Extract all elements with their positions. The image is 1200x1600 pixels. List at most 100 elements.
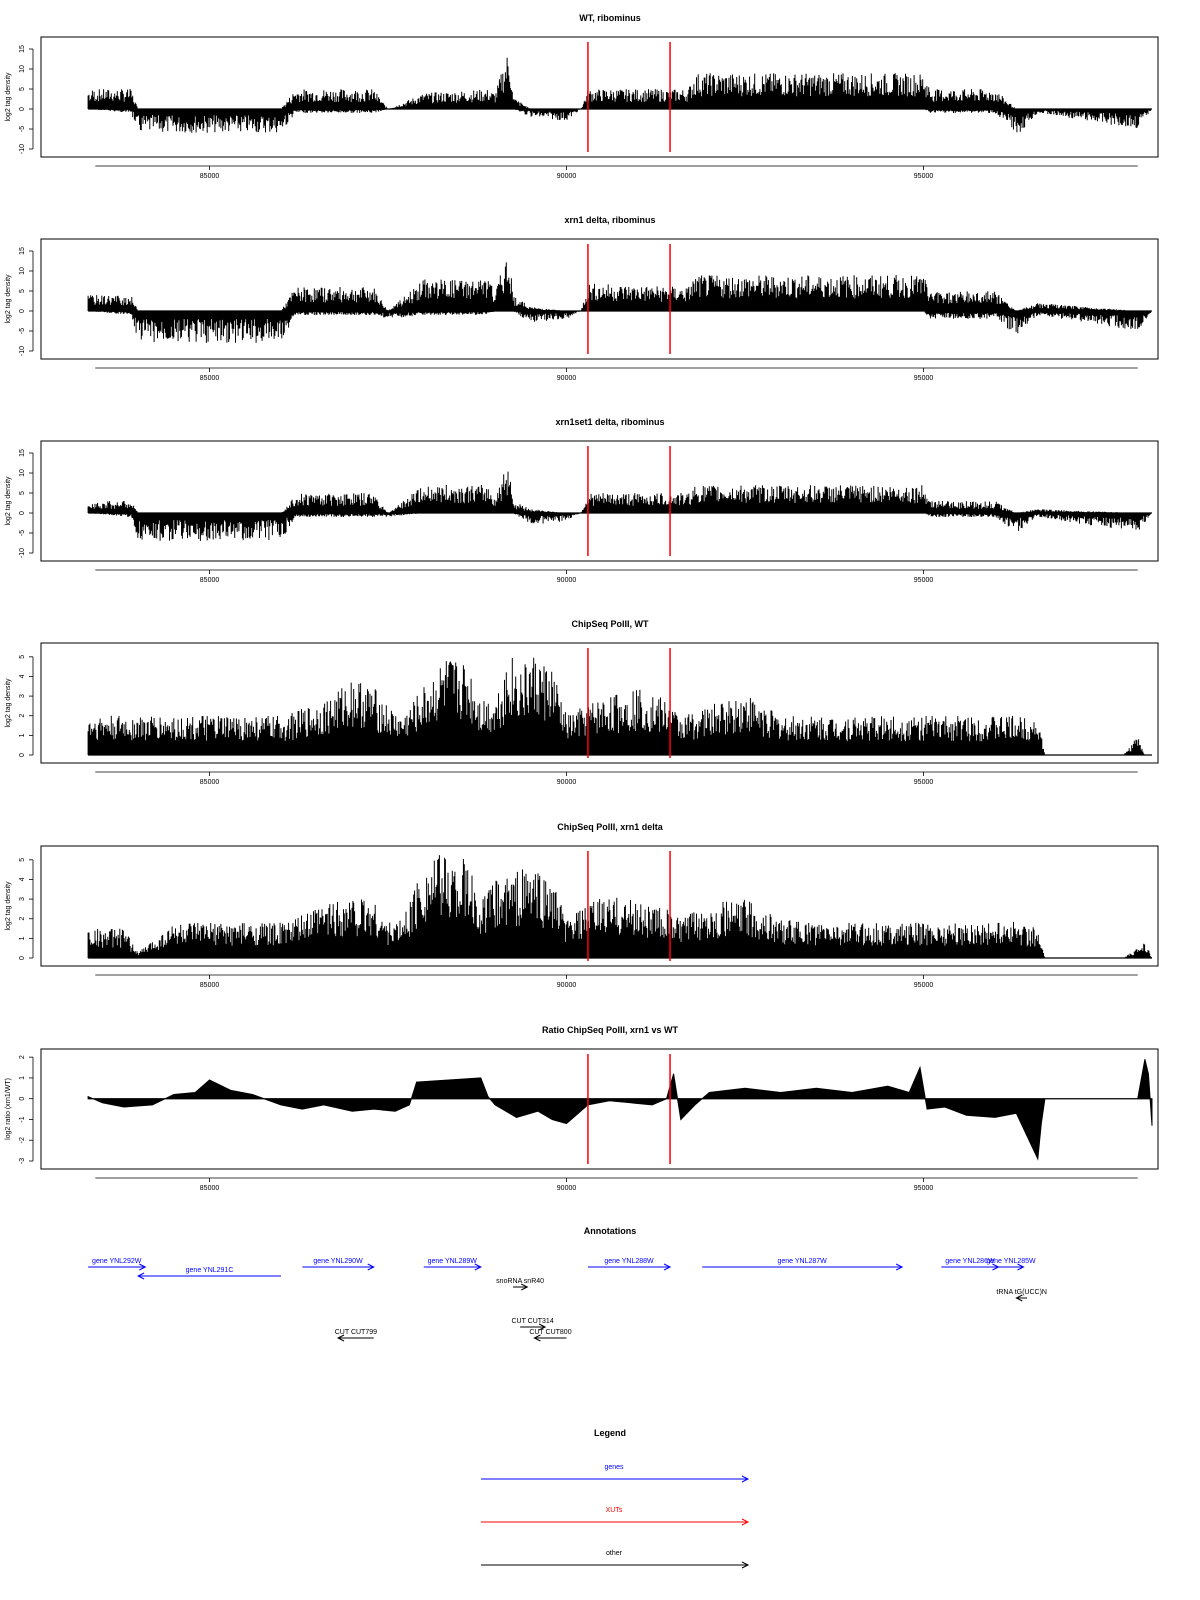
y-tick-label: 1	[19, 936, 26, 940]
arrow-right-icon	[474, 1263, 482, 1271]
y-axis-label: log2 tag density	[5, 881, 12, 931]
x-tick-label: 95000	[914, 779, 934, 786]
arrow-right-icon	[1017, 1263, 1025, 1271]
y-tick-label: 5	[19, 87, 26, 91]
y-axis-label: log2 tag density	[5, 72, 12, 122]
arrow-right-icon	[521, 1283, 529, 1291]
y-tick-label: 5	[19, 289, 26, 293]
y-tick-label: 3	[19, 694, 26, 698]
y-tick-label: 0	[19, 511, 26, 515]
feature-label: gene YNL290W	[313, 1258, 363, 1265]
x-tick-label: 90000	[557, 375, 577, 382]
signal-bars	[87, 657, 1145, 755]
panel-title: xrn1set1 delta, ribominus	[555, 417, 664, 427]
y-axis-label: log2 tag density	[5, 678, 12, 728]
x-tick-label: 85000	[200, 779, 220, 786]
feature-label: gene YNL285W	[986, 1258, 1036, 1265]
signal-bars	[87, 57, 1152, 133]
feature-label: snoRNA snR40	[496, 1278, 544, 1285]
x-tick-label: 95000	[914, 173, 934, 180]
feature-label: CUT CUT800	[529, 1329, 571, 1336]
y-tick-label: 1	[19, 733, 26, 737]
x-tick-label: 85000	[200, 375, 220, 382]
panel-title: ChipSeq PolII, WT	[572, 619, 649, 629]
x-tick-label: 90000	[557, 779, 577, 786]
y-tick-label: 1	[19, 1076, 26, 1080]
plot-frame	[40, 1048, 1159, 1170]
legend-label: genes	[604, 1464, 624, 1471]
legend-label: other	[606, 1550, 623, 1557]
y-tick-label: 0	[19, 309, 26, 313]
x-tick-label: 90000	[557, 173, 577, 180]
signal-bars	[87, 855, 1152, 958]
signal-bars	[87, 262, 1152, 343]
arrow-right-icon	[663, 1263, 672, 1271]
y-tick-label: -10	[19, 144, 26, 154]
y-tick-label: -10	[19, 548, 26, 558]
y-tick-label: 0	[19, 956, 26, 960]
y-tick-label: 4	[19, 674, 26, 678]
arrow-right-icon	[538, 1323, 547, 1331]
x-tick-label: 95000	[914, 982, 934, 989]
plot-frame	[40, 642, 1159, 764]
arrow-left-icon	[533, 1334, 541, 1342]
arrow-right-icon	[741, 1475, 750, 1483]
x-tick-label: 85000	[200, 982, 220, 989]
y-tick-label: -1	[19, 1116, 26, 1122]
x-tick-label: 95000	[914, 1185, 934, 1192]
feature-label: gene YNL291C	[186, 1267, 234, 1274]
y-axis-label: log2 ratio (xrn1/WT)	[5, 1078, 12, 1140]
legend-label: XUTs	[606, 1507, 623, 1514]
y-tick-label: -5	[19, 530, 26, 536]
arrow-left-icon	[137, 1272, 145, 1280]
y-axis-label: log2 tag density	[5, 274, 12, 324]
plot-frame	[40, 440, 1159, 562]
y-tick-label: 0	[19, 1097, 26, 1101]
y-tick-label: 0	[19, 107, 26, 111]
x-tick-label: 85000	[200, 1185, 220, 1192]
x-tick-label: 90000	[557, 577, 577, 584]
feature-label: CUT CUT799	[335, 1329, 377, 1336]
y-tick-label: -5	[19, 126, 26, 132]
plot-frame	[40, 36, 1159, 158]
y-tick-label: 2	[19, 714, 26, 718]
y-tick-label: 4	[19, 877, 26, 881]
y-tick-label: 5	[19, 655, 26, 659]
arrow-right-icon	[741, 1561, 750, 1569]
panel-title: Ratio ChipSeq PolII, xrn1 vs WT	[542, 1025, 679, 1035]
ratio-area	[87, 1059, 1153, 1161]
y-tick-label: 5	[19, 858, 26, 862]
y-tick-label: -3	[19, 1158, 26, 1164]
y-tick-label: 15	[19, 45, 26, 53]
arrow-left-icon	[1015, 1294, 1023, 1302]
feature-label: gene YNL289W	[428, 1258, 478, 1265]
panel-title: ChipSeq PolII, xrn1 delta	[557, 822, 664, 832]
y-tick-label: 2	[19, 917, 26, 921]
arrow-right-icon	[139, 1263, 147, 1271]
y-tick-label: -10	[19, 346, 26, 356]
y-tick-label: 10	[19, 267, 26, 275]
arrow-right-icon	[741, 1518, 750, 1526]
y-tick-label: 15	[19, 247, 26, 255]
y-tick-label: 5	[19, 491, 26, 495]
feature-label: gene YNL287W	[777, 1258, 827, 1265]
plot-frame	[40, 845, 1159, 967]
x-tick-label: 85000	[200, 173, 220, 180]
y-tick-label: -2	[19, 1137, 26, 1143]
x-tick-label: 95000	[914, 577, 934, 584]
feature-label: gene YNL286W	[945, 1258, 995, 1265]
arrow-left-icon	[336, 1334, 345, 1342]
y-tick-label: 3	[19, 897, 26, 901]
panel-title: xrn1 delta, ribominus	[564, 215, 655, 225]
arrow-right-icon	[367, 1263, 375, 1271]
y-tick-label: 15	[19, 449, 26, 457]
y-axis-label: log2 tag density	[5, 476, 12, 526]
y-tick-label: -5	[19, 328, 26, 334]
plot-frame	[40, 238, 1159, 360]
arrow-right-icon	[895, 1263, 904, 1271]
x-tick-label: 90000	[557, 982, 577, 989]
feature-label: gene YNL292W	[92, 1258, 142, 1265]
feature-label: CUT CUT314	[511, 1318, 553, 1325]
x-tick-label: 85000	[200, 577, 220, 584]
